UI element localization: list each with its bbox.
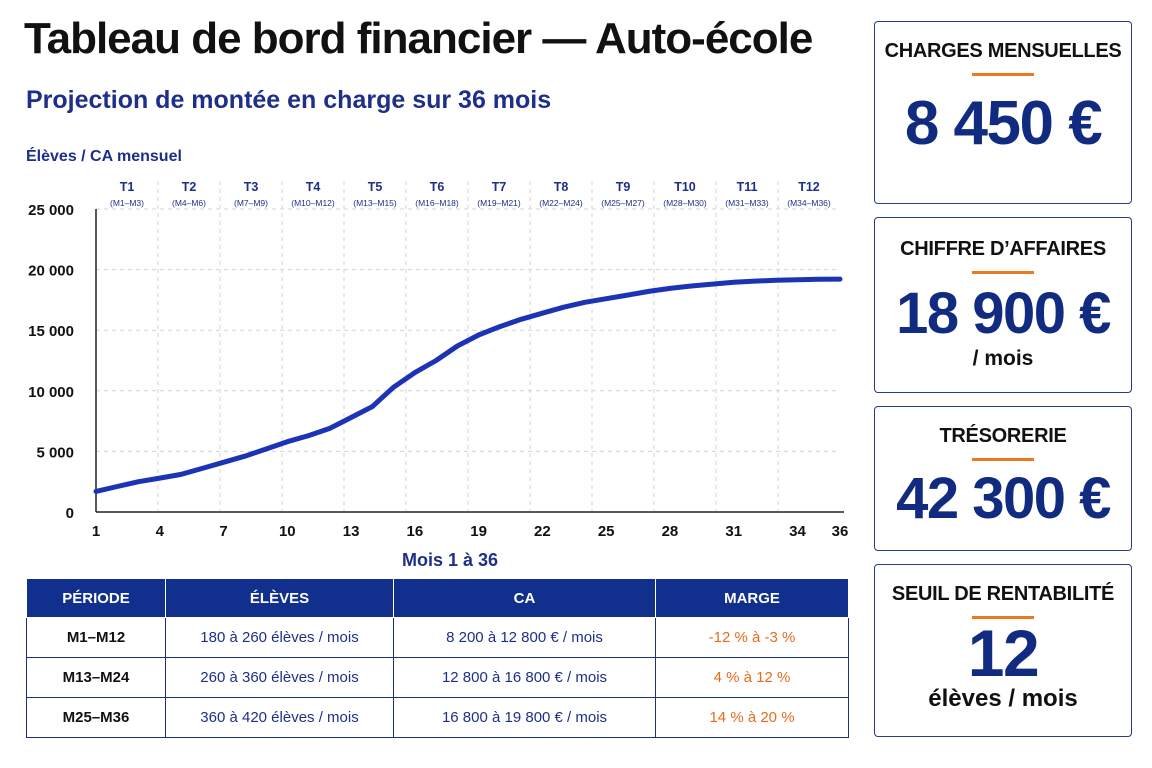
quarter-range-label: (M31–M33) bbox=[725, 198, 769, 208]
y-tick-label: 10 000 bbox=[28, 384, 74, 401]
cell-periode: M25–M36 bbox=[26, 697, 166, 738]
page-title: Tableau de bord financier — Auto-école bbox=[24, 14, 813, 63]
kpi-card-charges: CHARGES MENSUELLES 8 450 € bbox=[874, 21, 1132, 204]
x-tick-label: 16 bbox=[407, 523, 424, 540]
kpi-title: CHIFFRE D’AFFAIRES bbox=[900, 238, 1106, 260]
kpi-title: CHARGES MENSUELLES bbox=[884, 40, 1122, 62]
quarter-range-label: (M34–M36) bbox=[787, 198, 831, 208]
kpi-title: TRÉSORERIE bbox=[939, 425, 1067, 447]
cell-eleves: 180 à 260 élèves / mois bbox=[165, 617, 394, 658]
quarter-label: T1 bbox=[120, 180, 135, 194]
quarter-range-label: (M7–M9) bbox=[234, 198, 268, 208]
x-tick-label: 13 bbox=[343, 523, 360, 540]
x-tick-label: 1 bbox=[92, 523, 100, 540]
quarter-label: T2 bbox=[182, 180, 197, 194]
chart-grid bbox=[96, 181, 840, 512]
quarter-label: T8 bbox=[554, 180, 569, 194]
quarter-label: T7 bbox=[492, 180, 507, 194]
column-header-ca: CA bbox=[393, 578, 656, 618]
chart-series bbox=[93, 276, 843, 494]
quarter-label: T4 bbox=[306, 180, 321, 194]
cell-marge: 4 % à 12 % bbox=[655, 657, 849, 698]
quarter-label: T12 bbox=[798, 180, 820, 194]
x-tick-label: 36 bbox=[832, 523, 849, 540]
kpi-value: 8 450 € bbox=[904, 89, 1103, 158]
kpi-divider bbox=[972, 73, 1034, 76]
x-axis-label: Mois 1 à 36 bbox=[402, 550, 498, 570]
cell-ca: 8 200 à 12 800 € / mois bbox=[393, 617, 656, 658]
y-tick-label: 25 000 bbox=[28, 202, 74, 219]
table-row: M25–M36 360 à 420 élèves / mois 16 800 à… bbox=[26, 697, 849, 738]
table-row: M1–M12 180 à 260 élèves / mois 8 200 à 1… bbox=[26, 617, 849, 658]
kpi-subtext: élèves / mois bbox=[928, 685, 1078, 712]
page-subtitle: Projection de montée en charge sur 36 mo… bbox=[26, 86, 552, 114]
period-table: PÉRIODE ÉLÈVES CA MARGE M1–M12 180 à 260… bbox=[26, 578, 849, 738]
quarter-range-label: (M28–M30) bbox=[663, 198, 707, 208]
quarter-range-label: (M4–M6) bbox=[172, 198, 206, 208]
column-header-marge: MARGE bbox=[655, 578, 849, 618]
kpi-divider bbox=[972, 271, 1034, 274]
column-header-eleves: ÉLÈVES bbox=[165, 578, 394, 618]
quarter-label: T6 bbox=[430, 180, 445, 194]
cell-periode: M13–M24 bbox=[26, 657, 166, 698]
x-tick-label: 25 bbox=[598, 523, 615, 540]
cell-marge: -12 % à -3 % bbox=[655, 617, 849, 658]
quarter-range-label: (M13–M15) bbox=[353, 198, 397, 208]
table-row: M13–M24 260 à 360 élèves / mois 12 800 à… bbox=[26, 657, 849, 698]
x-tick-label: 10 bbox=[279, 523, 296, 540]
x-tick-labels: 1 4 7 10 13 16 19 22 25 28 31 34 36 bbox=[92, 523, 849, 540]
x-tick-label: 7 bbox=[219, 523, 227, 540]
quarter-range-label: (M25–M27) bbox=[601, 198, 645, 208]
x-tick-label: 34 bbox=[789, 523, 806, 540]
quarter-label: T5 bbox=[368, 180, 383, 194]
kpi-divider bbox=[972, 458, 1034, 461]
cell-eleves: 260 à 360 élèves / mois bbox=[165, 657, 394, 698]
quarter-labels: T1 (M1–M3) T2 (M4–M6) T3 (M7–M9) T4 (M10–M12) T5… bbox=[110, 180, 831, 208]
cell-ca: 12 800 à 16 800 € / mois bbox=[393, 657, 656, 698]
y-axis-label: Élèves / CA mensuel bbox=[26, 146, 182, 165]
cell-eleves: 360 à 420 élèves / mois bbox=[165, 697, 394, 738]
line-chart: Élèves / CA mensuel Mois 1 à 36 T1 (M1–M3… bbox=[26, 146, 849, 570]
x-tick-label: 31 bbox=[725, 523, 742, 540]
quarter-label: T9 bbox=[616, 180, 631, 194]
quarter-range-label: (M1–M3) bbox=[110, 198, 144, 208]
cell-periode: M1–M12 bbox=[26, 617, 166, 658]
series-line bbox=[93, 276, 843, 494]
x-tick-label: 19 bbox=[470, 523, 487, 540]
x-tick-label: 28 bbox=[662, 523, 679, 540]
x-tick-label: 22 bbox=[534, 523, 551, 540]
y-tick-label: 20 000 bbox=[28, 263, 74, 280]
table-header-row: PÉRIODE ÉLÈVES CA MARGE bbox=[26, 578, 849, 618]
kpi-divider bbox=[972, 616, 1034, 619]
kpi-value: 18 900 € bbox=[896, 281, 1111, 346]
cell-marge: 14 % à 20 % bbox=[655, 697, 849, 738]
y-tick-labels: 0 5 000 10 000 15 000 20 000 25 000 bbox=[28, 202, 74, 522]
cell-ca: 16 800 à 19 800 € / mois bbox=[393, 697, 656, 738]
y-tick-label: 5 000 bbox=[36, 444, 74, 461]
quarter-range-label: (M16–M18) bbox=[415, 198, 459, 208]
kpi-subtext: / mois bbox=[972, 347, 1034, 370]
kpi-card-seuil-rentabilite: SEUIL DE RENTABILITÉ 12 élèves / mois bbox=[874, 564, 1132, 737]
kpi-card-chiffre-affaires: CHIFFRE D’AFFAIRES 18 900 € / mois bbox=[874, 217, 1132, 393]
kpi-value: 12 bbox=[967, 616, 1040, 690]
column-header-periode: PÉRIODE bbox=[26, 578, 166, 618]
quarter-range-label: (M10–M12) bbox=[291, 198, 335, 208]
quarter-label: T3 bbox=[244, 180, 259, 194]
y-tick-label: 0 bbox=[66, 505, 74, 522]
quarter-range-label: (M19–M21) bbox=[477, 198, 521, 208]
kpi-card-tresorerie: TRÉSORERIE 42 300 € bbox=[874, 406, 1132, 551]
kpi-value: 42 300 € bbox=[896, 466, 1111, 531]
quarter-range-label: (M22–M24) bbox=[539, 198, 583, 208]
quarter-label: T10 bbox=[674, 180, 696, 194]
quarter-label: T11 bbox=[737, 180, 758, 194]
x-tick-label: 4 bbox=[156, 523, 165, 540]
kpi-title: SEUIL DE RENTABILITÉ bbox=[891, 583, 1115, 605]
chart-axes bbox=[95, 209, 844, 513]
y-tick-label: 15 000 bbox=[28, 323, 74, 340]
